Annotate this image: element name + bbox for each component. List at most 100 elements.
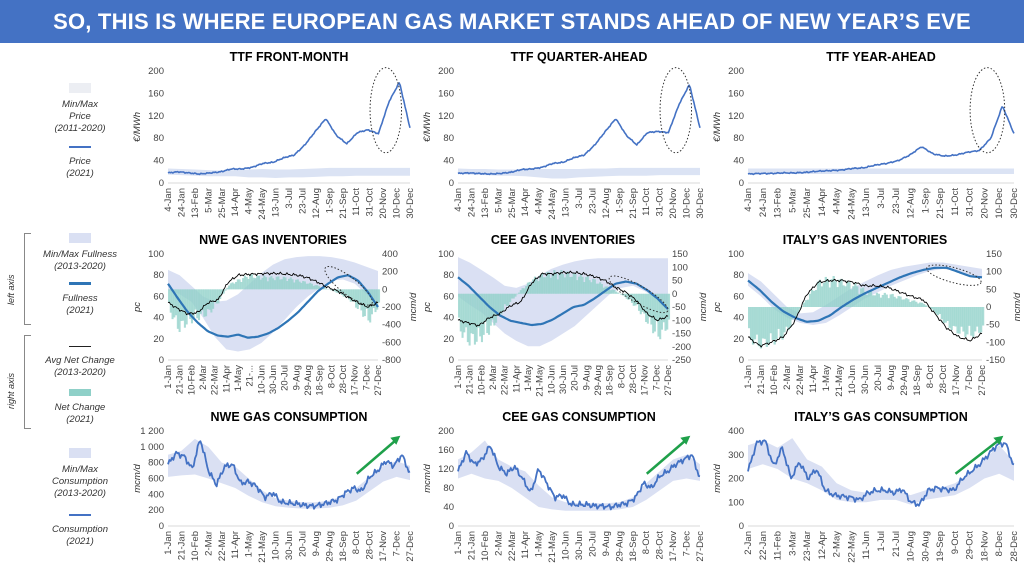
net-change-bar — [458, 293, 461, 318]
series-line — [747, 439, 1015, 507]
chart-italy-gas-inventories: ITALY’S GAS INVENTORIES pc 0 20 40 60 80 100 -15… — [710, 228, 1024, 405]
net-change-bar — [273, 280, 276, 290]
net-change-bar — [236, 279, 239, 290]
x-tick-label: 4-May — [534, 188, 545, 215]
net-change-bar — [213, 289, 216, 302]
legend-fullness-label: Fullness (2021) — [62, 293, 98, 316]
y2-tick-label: 150 — [672, 249, 688, 260]
y-tick-label: 600 — [148, 474, 164, 485]
x-tick-label: 18-Sep — [912, 365, 923, 396]
y-tick-label: 400 — [148, 489, 164, 500]
net-change-bar — [472, 293, 475, 335]
x-tick-label: 30-Jun — [860, 365, 871, 394]
net-change-bar — [862, 287, 865, 307]
net-change-bar — [952, 307, 955, 326]
net-change-bar — [763, 307, 766, 339]
net-change-bar — [608, 288, 611, 294]
net-change-bar — [243, 275, 246, 290]
net-change-bar — [609, 290, 612, 294]
net-change-bar — [203, 289, 206, 317]
x-tick-label: 2-Mar — [198, 365, 209, 390]
x-tick-label: 1-Jan — [163, 531, 174, 555]
x-tick-label: 22-Mar — [507, 531, 518, 561]
net-change-bar — [923, 304, 926, 307]
chart-title: TTF FRONT-MONTH — [230, 50, 349, 64]
net-change-bar — [830, 279, 833, 307]
y-axis-label: pc — [422, 302, 433, 313]
x-tick-label: 30-Dec — [405, 188, 416, 219]
y-tick-label: 60 — [153, 291, 164, 302]
y2-tick-label: 0 — [382, 284, 387, 295]
x-tick-label: 30-Aug — [920, 531, 931, 562]
net-change-bar — [623, 293, 626, 297]
y-tick-label: 200 — [728, 474, 744, 485]
net-change-bar — [201, 289, 204, 311]
net-change-bar — [459, 293, 462, 332]
y-tick-label: 40 — [443, 156, 454, 167]
highlight-ellipse — [324, 266, 373, 306]
legend-avg-net-change: Avg Net Change (2013-2020) — [30, 346, 130, 379]
legend-price-range: Min/Max Price (2011-2020) — [30, 83, 130, 135]
y2-tick-label: 0 — [986, 302, 991, 313]
net-change-bar — [175, 289, 178, 316]
net-change-bar — [891, 293, 894, 307]
net-change-bar — [620, 293, 623, 295]
x-tick-label: 27-Dec — [695, 531, 706, 562]
x-tick-label: 17-Nov — [951, 365, 962, 396]
net-change-bar — [574, 274, 577, 294]
net-change-bar — [272, 278, 275, 290]
x-tick-label: 19-Sep — [935, 531, 946, 562]
net-change-bar — [850, 289, 853, 307]
net-change-bar — [751, 307, 755, 345]
net-change-bar — [376, 289, 379, 310]
legend-net-change-label: Net Change (2021) — [54, 402, 106, 425]
x-tick-label: 21-Sep — [338, 188, 349, 219]
x-tick-label: 9-Oct — [950, 531, 961, 555]
net-change-bar — [581, 276, 584, 294]
net-change-bar — [668, 293, 671, 320]
net-change-bar — [615, 291, 618, 294]
net-change-bar — [966, 307, 969, 335]
legend-avg-net-change-label: Avg Net Change (2013-2020) — [45, 355, 115, 378]
y-tick-label: 80 — [153, 270, 164, 281]
x-tick-label: 21-Jan — [466, 531, 477, 560]
net-change-bar — [261, 277, 264, 290]
net-change-bar — [775, 307, 778, 340]
net-change-bar — [789, 307, 792, 327]
chart-title: CEE GAS CONSUMPTION — [502, 410, 656, 424]
x-tick-label: 23-Jul — [891, 188, 902, 214]
net-change-bar — [512, 293, 515, 299]
net-change-bar — [767, 307, 770, 345]
x-tick-label: 27-Dec — [405, 531, 416, 562]
x-tick-label: 9-Aug — [601, 531, 612, 556]
x-tick-label: 9-Aug — [311, 531, 322, 556]
x-tick-label: 10-Feb — [480, 531, 491, 561]
x-tick-label: 2-Jan — [743, 531, 754, 555]
legend-fullness: Fullness (2021) — [30, 282, 130, 317]
net-change-bar — [307, 283, 310, 290]
x-tick-label: 21-Jan — [465, 365, 476, 394]
y-tick-label: 160 — [728, 88, 744, 99]
y2-tick-label: -200 — [672, 342, 691, 353]
y-tick-label: 0 — [739, 521, 744, 532]
y-tick-label: 40 — [443, 502, 454, 513]
x-tick-label: 4-Jan — [163, 188, 174, 212]
y-tick-label: 200 — [148, 505, 164, 516]
chart-cee-gas-inventories: CEE GAS INVENTORIES pc 0 20 40 60 80 100 -250 -20… — [420, 228, 710, 405]
net-change-bar — [757, 307, 761, 347]
x-tick-label: 10-Jun — [256, 365, 267, 394]
net-change-bar — [585, 277, 588, 294]
x-tick-label: 2-May — [832, 531, 843, 558]
net-change-bar — [643, 293, 646, 314]
x-tick-label: 2-Mar — [488, 365, 499, 390]
series-line — [457, 84, 701, 176]
x-tick-label: 22-May — [846, 531, 857, 563]
y-tick-label: 800 — [148, 458, 164, 469]
net-change-bar — [342, 289, 345, 297]
x-tick-label: 4-Jan — [743, 188, 754, 212]
x-tick-label: 1-Jan — [163, 365, 174, 389]
net-change-bar — [544, 277, 547, 294]
net-change-bar — [600, 284, 603, 294]
y-tick-label: 80 — [153, 133, 164, 144]
net-change-bar — [921, 302, 924, 307]
